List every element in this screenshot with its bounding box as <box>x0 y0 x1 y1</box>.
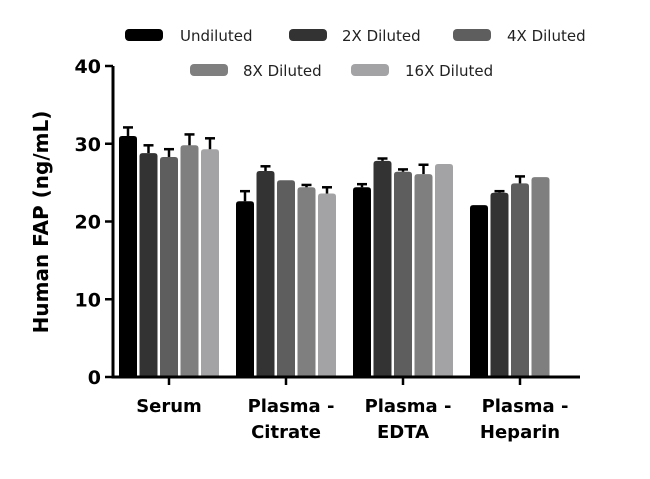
legend-item: 16X Diluted <box>351 62 493 80</box>
bar <box>470 205 488 377</box>
legend-label: 8X Diluted <box>243 62 322 80</box>
bar <box>318 193 336 377</box>
bar <box>236 201 254 377</box>
bar <box>201 149 219 377</box>
x-tick-label: Plasma - <box>248 396 335 417</box>
bar <box>277 180 295 377</box>
bar <box>353 187 371 377</box>
y-tick-label: 30 <box>75 134 101 156</box>
y-axis-label: Human FAP (ng/mL) <box>29 111 53 334</box>
bar <box>373 160 392 377</box>
x-tick-label: Citrate <box>251 422 321 443</box>
x-tick-label: EDTA <box>377 422 429 443</box>
bar <box>490 192 509 377</box>
legend-swatch <box>453 29 491 41</box>
bar <box>297 187 316 377</box>
legend-label: 16X Diluted <box>405 62 493 80</box>
bar <box>414 174 433 377</box>
legend-item: Undiluted <box>125 27 252 45</box>
bar <box>256 170 275 377</box>
legend-item: 8X Diluted <box>190 62 322 80</box>
y-tick-label: 0 <box>88 367 101 389</box>
bar-group <box>470 175 550 377</box>
x-tick-label: Serum <box>136 396 202 417</box>
y-tick-label: 40 <box>75 56 101 78</box>
bar-group <box>119 126 219 377</box>
y-axis: 0 10 20 30 40 <box>75 56 115 389</box>
y-tick-label: 20 <box>75 212 101 234</box>
x-axis: Serum Plasma - Citrate Plasma - EDTA Plasma -… <box>111 375 580 443</box>
bar <box>435 163 453 377</box>
legend-item: 2X Diluted <box>289 27 421 45</box>
bar-group <box>236 165 336 377</box>
x-tick-label: Plasma - <box>482 396 569 417</box>
legend-label: 2X Diluted <box>342 27 421 45</box>
y-tick-label: 10 <box>75 289 101 311</box>
x-tick-label: Plasma - <box>365 396 452 417</box>
bar <box>511 183 529 377</box>
bar <box>139 153 158 377</box>
bar <box>531 177 550 377</box>
legend-swatch <box>289 29 327 41</box>
legend: Undiluted 2X Diluted 4X Diluted 8X Diluted 1… <box>125 27 586 80</box>
legend-item: 4X Diluted <box>453 27 586 45</box>
legend-label: 4X Diluted <box>507 27 586 45</box>
bar <box>180 145 199 377</box>
x-tick-label: Heparin <box>480 422 560 443</box>
bar-group <box>353 157 453 377</box>
bar <box>160 156 178 377</box>
bar <box>119 135 137 377</box>
legend-label: Undiluted <box>180 27 252 45</box>
bars <box>119 126 550 377</box>
legend-swatch <box>190 64 228 76</box>
legend-swatch <box>351 64 389 76</box>
legend-swatch <box>125 29 163 41</box>
bar <box>394 171 412 377</box>
